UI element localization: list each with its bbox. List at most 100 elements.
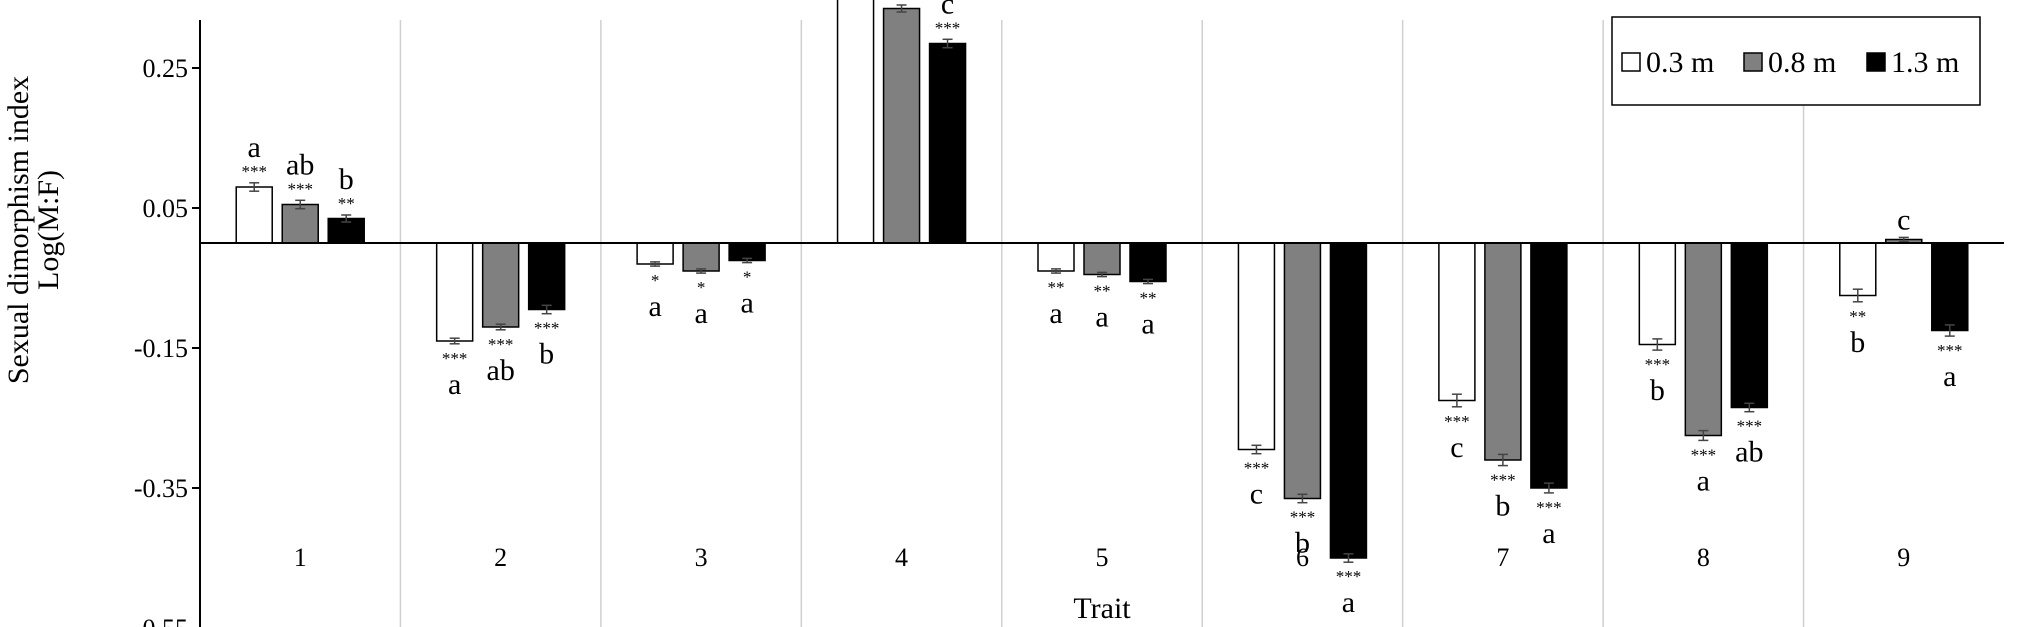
y-tick-label: -0.15: [134, 334, 188, 363]
bar: [1329, 242, 1368, 559]
x-tick-label: 6: [1296, 543, 1309, 572]
group-letter: a: [1141, 308, 1154, 341]
group-letter: a: [1943, 360, 1956, 393]
bar: [1283, 242, 1322, 500]
bar: [481, 242, 520, 328]
y-tick-label: -0.55: [134, 614, 188, 627]
legend-swatch-0-8m: [1743, 52, 1763, 72]
group-letter: a: [648, 290, 661, 323]
significance-label: ***: [1336, 567, 1362, 586]
group-letter: a: [1095, 301, 1108, 334]
significance-label: *: [651, 271, 660, 290]
legend-swatch-1-3m: [1866, 52, 1886, 72]
group-letter: a: [1697, 464, 1710, 497]
bar: [1083, 242, 1121, 276]
x-axis-title: Trait: [1073, 592, 1131, 625]
bar: [1438, 242, 1476, 402]
group-letter: c: [1897, 203, 1910, 236]
group-letter: a: [1542, 517, 1555, 550]
legend-label-0-3m: 0.3 m: [1646, 46, 1714, 79]
bar: [1129, 242, 1167, 283]
bar: [527, 242, 566, 311]
group-letter: b: [1850, 326, 1865, 359]
y-axis-title-line2: Log(M:F): [32, 170, 65, 290]
group-letter: c: [1450, 431, 1463, 464]
group-letter: b: [1650, 374, 1665, 407]
bar: [1237, 242, 1276, 451]
bar: [882, 7, 921, 244]
group-letter: a: [1049, 297, 1062, 330]
y-tick-label: 0.25: [143, 54, 189, 83]
x-tick-label: 9: [1897, 543, 1910, 572]
significance-label: **: [338, 194, 355, 213]
legend-label-0-8m: 0.8 m: [1768, 46, 1836, 79]
labels-layer: 0.450.250.05-0.15-0.35-0.55123456789***a…: [134, 0, 1963, 627]
grid-layer: [192, 20, 1805, 627]
significance-label: ***: [935, 18, 961, 37]
bar: [435, 242, 474, 342]
group-letter: ab: [487, 354, 515, 387]
group-letter: ab: [1735, 436, 1763, 469]
bar: [682, 242, 720, 272]
significance-label: ***: [1444, 412, 1470, 431]
significance-label: *: [697, 278, 706, 297]
group-letter: b: [1495, 490, 1510, 523]
significance-label: **: [1048, 278, 1065, 297]
x-tick-label: 4: [895, 543, 908, 572]
legend: 0.3 m 0.8 m 1.3 m: [1611, 16, 1981, 106]
significance-label: ***: [1737, 417, 1763, 436]
x-tick-label: 7: [1496, 543, 1509, 572]
legend-label-1-3m: 1.3 m: [1891, 46, 1959, 79]
significance-label: ***: [1645, 355, 1671, 374]
bar: [1638, 242, 1677, 346]
bar: [1931, 242, 1969, 332]
significance-label: ***: [1536, 498, 1562, 517]
significance-label: ***: [442, 349, 468, 368]
x-tick-label: 3: [695, 543, 708, 572]
x-tick-label: 1: [294, 543, 307, 572]
bar: [1484, 242, 1522, 461]
y-tick-label: -0.35: [134, 474, 188, 503]
significance-label: ***: [1691, 445, 1717, 464]
significance-label: ***: [1244, 459, 1270, 478]
significance-label: ***: [534, 319, 560, 338]
significance-label: ***: [1490, 471, 1516, 490]
group-letter: b: [1295, 527, 1310, 560]
y-tick-label: 0.05: [143, 194, 189, 223]
significance-label: ***: [1937, 341, 1963, 360]
x-tick-label: 8: [1697, 543, 1710, 572]
axes-layer: [199, 20, 2004, 627]
group-letter: a: [1342, 586, 1355, 619]
bar: [1839, 242, 1877, 297]
group-letter: b: [339, 163, 354, 196]
group-letter: a: [694, 297, 707, 330]
significance-label: **: [1140, 289, 1157, 308]
significance-label: **: [1094, 282, 1111, 301]
group-letter: b: [539, 338, 554, 371]
significance-label: ***: [241, 162, 267, 181]
y-axis-title-line1: Sexual dimorphism index: [2, 76, 35, 384]
significance-label: ***: [287, 179, 313, 198]
significance-label: *: [743, 268, 752, 287]
group-letter: a: [448, 368, 461, 401]
significance-label: ***: [488, 335, 514, 354]
bar: [281, 203, 319, 244]
significance-label: ***: [1290, 508, 1316, 527]
x-tick-label: 2: [494, 543, 507, 572]
bar: [1530, 242, 1568, 489]
bar: [928, 42, 967, 244]
x-tick-label: 5: [1096, 543, 1109, 572]
significance-label: ***: [889, 0, 915, 3]
bar: [235, 186, 273, 244]
group-letter: a: [248, 131, 261, 164]
group-letter: a: [740, 287, 753, 320]
group-letter: c: [941, 0, 954, 20]
legend-box: [1611, 16, 1981, 106]
significance-label: **: [1849, 307, 1866, 326]
bars-layer: [235, 0, 1969, 563]
bar: [636, 242, 674, 265]
bar: [1037, 242, 1075, 272]
legend-swatch-0-3m: [1621, 52, 1641, 72]
bar: [1730, 242, 1769, 409]
